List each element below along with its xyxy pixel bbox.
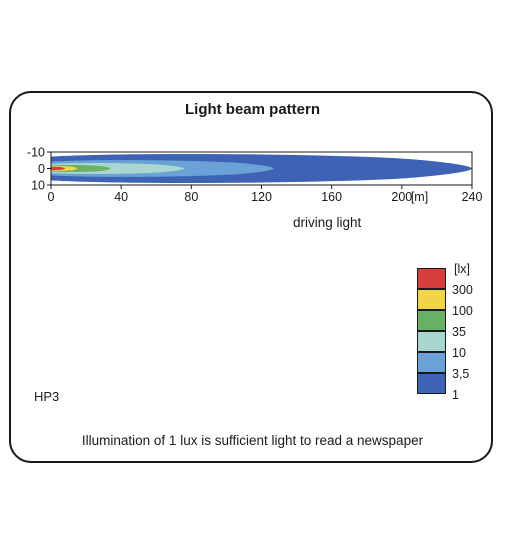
legend-swatch xyxy=(417,289,446,310)
chart-title: Light beam pattern xyxy=(184,101,320,118)
legend-swatch xyxy=(417,268,446,289)
legend-swatch xyxy=(417,352,446,373)
x-tick-label: 240 xyxy=(462,190,483,204)
x-unit-label: [m] xyxy=(411,190,428,204)
y-tick-label: -10 xyxy=(27,146,45,160)
x-tick-label: 80 xyxy=(184,190,198,204)
x-tick-label: 160 xyxy=(321,190,342,204)
legend-swatch xyxy=(417,373,446,394)
legend-label: 10 xyxy=(452,346,466,360)
legend-label: 3,5 xyxy=(452,367,470,381)
beam-contours xyxy=(51,153,472,184)
y-tick-label: 10 xyxy=(31,179,45,193)
x-tick-label: 40 xyxy=(114,190,128,204)
legend-swatch xyxy=(417,310,446,331)
legend-label: 100 xyxy=(452,304,473,318)
legend-unit: [lx] xyxy=(454,262,470,276)
model-label: HP3 xyxy=(34,389,60,404)
x-tick-label: 120 xyxy=(251,190,272,204)
legend-label: 35 xyxy=(452,325,466,339)
chart-card xyxy=(9,91,493,463)
legend-label: 300 xyxy=(452,283,473,297)
x-tick-label: 0 xyxy=(48,190,55,204)
legend-swatch xyxy=(417,331,446,352)
legend-label: 1 xyxy=(452,388,459,402)
contour-300lx xyxy=(51,166,66,171)
series-label: driving light xyxy=(293,215,362,230)
footnote: Illumination of 1 lux is sufficient ligh… xyxy=(81,433,424,448)
y-tick-label: 0 xyxy=(38,162,45,176)
x-tick-label: 200 xyxy=(391,190,412,204)
